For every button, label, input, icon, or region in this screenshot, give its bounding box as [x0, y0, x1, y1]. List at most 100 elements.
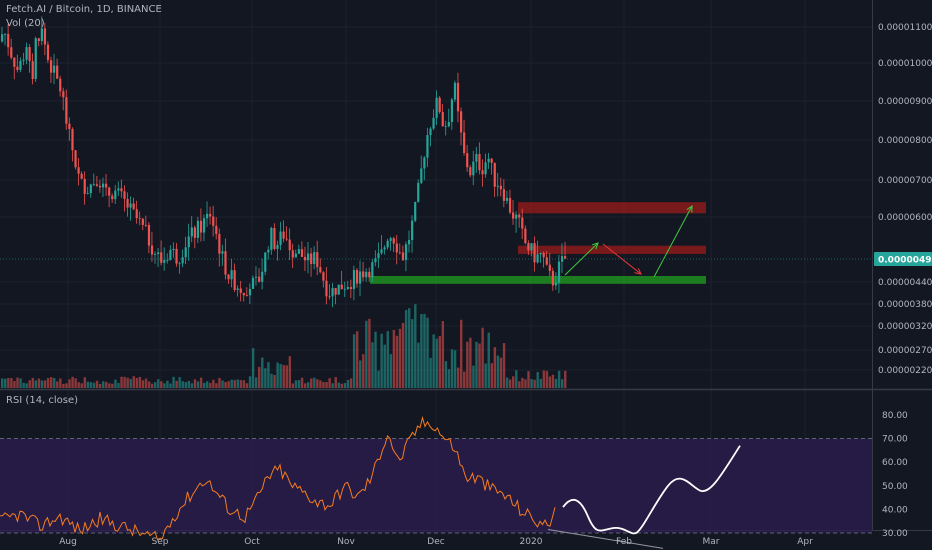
time-tick-label: Aug	[59, 537, 77, 547]
volume-bar	[377, 370, 380, 388]
candle-body	[46, 44, 50, 61]
time-axis[interactable]: Aug Sep Oct Nov Dec 2020 Feb Mar Apr	[59, 537, 813, 547]
volume-bar	[212, 379, 215, 388]
volume-bar	[16, 377, 19, 388]
rsi-projection-curve[interactable]	[562, 445, 741, 535]
volume-bar	[524, 379, 527, 388]
volume-bar	[1, 378, 4, 388]
rsi-trendline[interactable]	[547, 528, 664, 549]
candle-body	[147, 224, 151, 246]
candle-body	[536, 254, 539, 263]
candle-body	[114, 190, 117, 200]
volume-bar	[395, 335, 399, 388]
volume-bar	[493, 347, 497, 388]
resistance-zone[interactable]	[518, 202, 706, 214]
volume-bar	[426, 317, 429, 388]
volume-bar	[175, 380, 178, 388]
candle-body	[328, 296, 331, 298]
candle-body	[395, 243, 398, 253]
price-axis[interactable]: 0.00001100 0.00001000 0.00000900 0.00000800…	[878, 23, 932, 376]
candle-body	[352, 269, 356, 289]
volume-bar	[144, 378, 148, 388]
volume-bar	[456, 367, 460, 388]
candle-body	[279, 231, 282, 246]
volume-bar	[239, 380, 243, 388]
volume-bar	[472, 365, 475, 388]
volume-bar	[251, 348, 255, 388]
volume-bar	[398, 328, 402, 388]
candle-body	[101, 183, 105, 188]
volume-bar	[68, 379, 71, 388]
volume-bar	[258, 366, 261, 388]
candle-body	[389, 238, 392, 241]
volume-bar	[288, 356, 292, 388]
rsi-legend[interactable]: RSI (14, close)	[6, 395, 79, 406]
volume-bar	[4, 378, 7, 388]
drawing-annotations[interactable]	[564, 206, 692, 278]
rsi-pane[interactable]	[0, 415, 872, 549]
candle-body	[377, 253, 380, 259]
volume-bar	[359, 360, 362, 388]
volume-bar	[276, 362, 279, 388]
volume-bar	[111, 383, 114, 388]
candle-body	[224, 251, 227, 275]
volume-bar	[313, 377, 316, 388]
price-zones[interactable]	[370, 202, 706, 284]
volume-bar	[193, 379, 197, 388]
volume-bar	[273, 374, 276, 388]
volume-bar	[28, 380, 31, 388]
candle-body	[450, 99, 454, 122]
candle-body	[310, 253, 313, 265]
candle-body	[16, 66, 19, 70]
volume-bar	[147, 381, 151, 388]
price-tick-label: 0.00000320	[878, 322, 932, 332]
candle-body	[515, 214, 518, 219]
volume-bar	[328, 378, 331, 388]
candle-body	[251, 277, 255, 289]
candle-body	[564, 256, 567, 259]
volume-bar	[157, 379, 160, 388]
candle-body	[505, 197, 509, 201]
volume-bar	[190, 383, 194, 388]
candle-body	[487, 158, 490, 163]
candle-body	[313, 252, 316, 265]
candle-body	[65, 97, 68, 124]
volume-bar	[218, 377, 221, 388]
candle-body	[245, 295, 248, 297]
candle-body	[557, 261, 561, 283]
candle-body	[34, 38, 37, 79]
arrow-down-annotation[interactable]	[602, 243, 641, 274]
candle-body	[31, 61, 34, 79]
candle-body	[40, 28, 43, 42]
resistance-zone[interactable]	[518, 245, 706, 254]
candle-body	[166, 260, 169, 261]
arrow-up-annotation[interactable]	[564, 243, 598, 276]
volume-bar	[117, 383, 120, 388]
volume-bar	[478, 343, 481, 388]
volume-bar	[37, 378, 41, 388]
volume-bar	[337, 382, 340, 388]
candle-body	[438, 97, 441, 113]
volume-bar	[411, 319, 414, 388]
symbol-legend[interactable]: Fetch.AI / Bitcoin, 1D, BINANCE	[6, 4, 162, 15]
volume-bar	[407, 308, 411, 388]
candle-body	[490, 158, 493, 163]
volume-bar	[417, 342, 420, 388]
volume-bar	[444, 361, 448, 388]
candle-body	[331, 288, 334, 297]
volume-bar	[365, 320, 368, 388]
candle-body	[230, 270, 233, 280]
volume-bar	[172, 376, 175, 388]
volume-bar	[181, 381, 184, 388]
volume-bar	[92, 382, 96, 388]
support-zone[interactable]	[370, 276, 706, 284]
volume-bar	[160, 381, 163, 388]
volume-legend[interactable]: Vol (20)	[6, 18, 45, 29]
candle-body	[206, 213, 209, 219]
volume-bar	[423, 313, 426, 388]
arrow-up-annotation[interactable]	[653, 206, 692, 278]
volume-bar	[429, 357, 432, 388]
candle-body	[138, 218, 141, 219]
